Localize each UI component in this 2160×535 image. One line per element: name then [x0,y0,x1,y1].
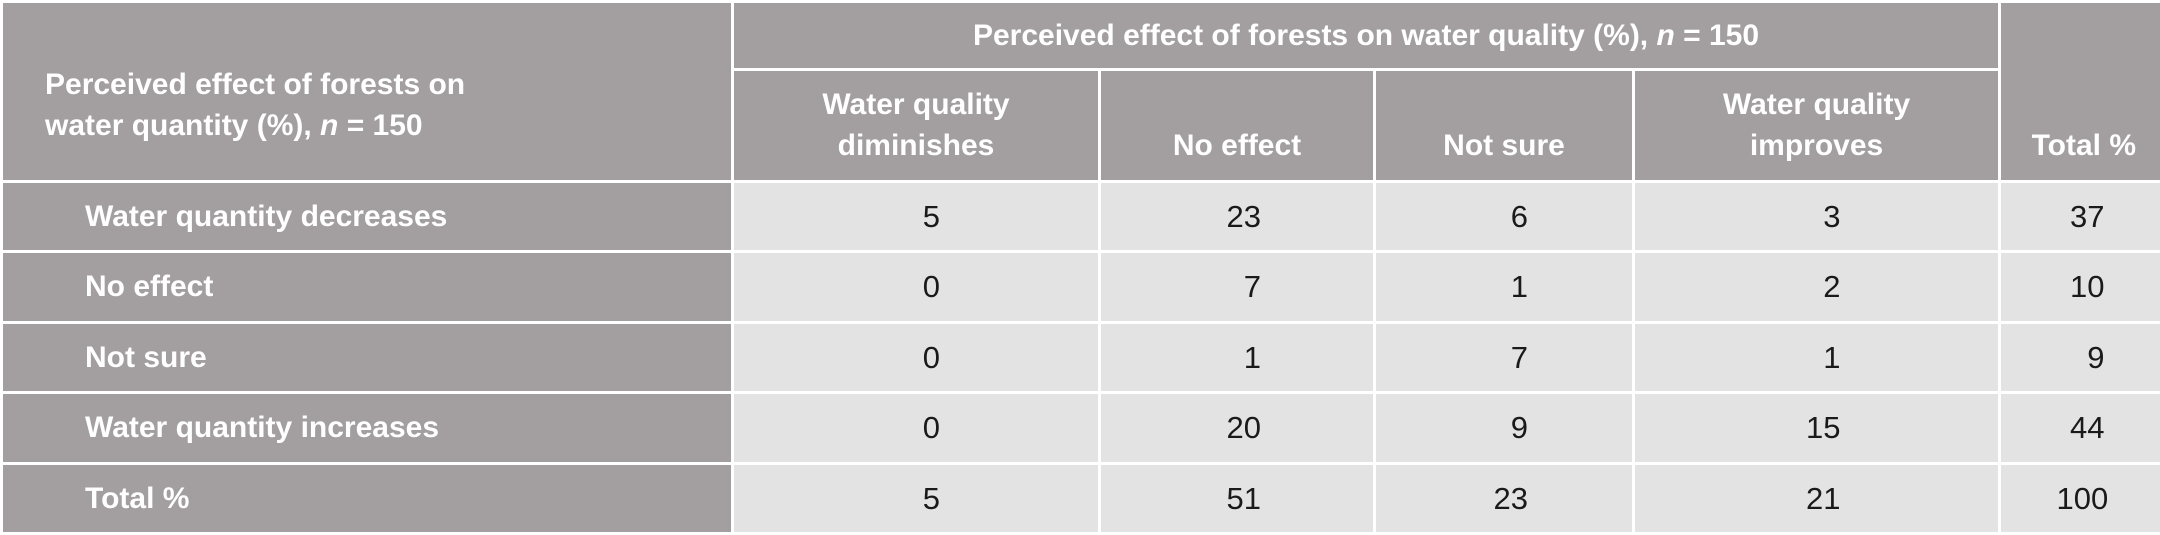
column-header-label: Not sure [1376,125,1632,166]
table-cell: 1 [1634,323,2000,393]
column-header-line2: diminishes [734,125,1098,166]
cell-value: 1 [1793,340,1841,376]
cell-value: 6 [1480,199,1528,235]
cell-value: 15 [1793,410,1841,446]
cell-value: 3 [1793,199,1841,235]
column-header-no-effect: No effect [1100,70,1375,182]
corner-header-n-value: = 150 [338,109,422,142]
column-header-improves: Water quality improves [1634,70,2000,182]
table-cell: 1 [1100,323,1375,393]
corner-header-line2: water quantity (%), n = 150 [45,105,731,146]
row-label: Water quantity decreases [2,182,733,252]
row-total-value: 37 [2057,199,2105,235]
cell-value: 1 [1213,340,1261,376]
cell-value: 2 [1793,269,1841,305]
table-cell: 9 [1375,393,1634,464]
row-label: No effect [2,252,733,323]
table-cell: 7 [1375,323,1634,393]
column-header-label: No effect [1101,125,1373,166]
column-header-line1: Water quality [734,84,1098,125]
column-header-not-sure: Not sure [1375,70,1634,182]
cell-value: 1 [1480,269,1528,305]
quality-header-n-value: = 150 [1675,19,1759,52]
row-label: Total % [2,464,733,534]
cell-value: 23 [1213,199,1261,235]
row-total-value: 9 [2057,340,2105,376]
total-column-header: Total % [2000,2,2160,182]
column-header-line1: Water quality [1635,84,1998,125]
cell-value: 21 [1793,481,1841,517]
row-total-value: 44 [2057,410,2105,446]
cell-value: 7 [1480,340,1528,376]
row-total-value: 100 [2057,481,2105,517]
cell-value: 0 [892,269,940,305]
cell-value: 0 [892,340,940,376]
cell-value: 0 [892,410,940,446]
table-cell: 0 [733,393,1100,464]
corner-header-line1: Perceived effect of forests on [45,64,731,105]
table-cell: 23 [1100,182,1375,252]
row-total: 37 [2000,182,2160,252]
corner-header: Perceived effect of forests on water qua… [2,2,733,182]
table-row: Water quantity decreases 5 23 6 3 37 [2,182,2160,252]
table-cell: 3 [1634,182,2000,252]
cell-value: 23 [1480,481,1528,517]
table-cell: 23 [1375,464,1634,534]
row-total: 9 [2000,323,2160,393]
table-cell: 7 [1100,252,1375,323]
quality-header-n: n [1656,19,1674,52]
table-row: Water quantity increases 0 20 9 15 44 [2,393,2160,464]
row-label: Water quantity increases [2,393,733,464]
cell-value: 20 [1213,410,1261,446]
table-cell: 5 [733,464,1100,534]
corner-header-line2-text: water quantity (%), [45,109,320,142]
cell-value: 5 [892,199,940,235]
row-total: 44 [2000,393,2160,464]
corner-header-n: n [320,109,338,142]
cell-value: 7 [1213,269,1261,305]
table-cell: 20 [1100,393,1375,464]
row-label: Not sure [2,323,733,393]
table-row: Not sure 0 1 7 1 9 [2,323,2160,393]
table-cell: 6 [1375,182,1634,252]
table-cell: 21 [1634,464,2000,534]
quality-header: Perceived effect of forests on water qua… [733,2,2000,70]
table-cell: 15 [1634,393,2000,464]
cell-value: 51 [1213,481,1261,517]
column-header-diminishes: Water quality diminishes [733,70,1100,182]
row-total: 10 [2000,252,2160,323]
table-row: No effect 0 7 1 2 10 [2,252,2160,323]
table-cell: 5 [733,182,1100,252]
table-cell: 0 [733,252,1100,323]
column-header-line2: improves [1635,125,1998,166]
cell-value: 9 [1480,410,1528,446]
quality-header-text: Perceived effect of forests on water qua… [973,19,1657,52]
row-total-value: 10 [2057,269,2105,305]
table-cell: 51 [1100,464,1375,534]
row-total: 100 [2000,464,2160,534]
table-cell: 2 [1634,252,2000,323]
table-cell: 0 [733,323,1100,393]
table-row-total: Total % 5 51 23 21 100 [2,464,2160,534]
table-cell: 1 [1375,252,1634,323]
cell-value: 5 [892,481,940,517]
